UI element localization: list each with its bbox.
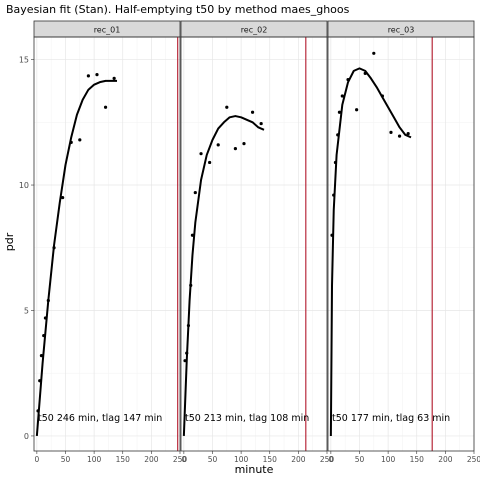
x-tick-label: 50 [355,455,365,464]
data-point [191,234,194,237]
data-point [336,133,339,136]
x-tick-label: 100 [87,455,102,464]
data-point [87,74,90,77]
x-tick-label: 0 [34,455,39,464]
data-point [42,334,45,337]
data-point [338,111,341,114]
x-tick-label: 0 [328,455,333,464]
x-tick-label: 0 [181,455,186,464]
data-point [185,352,188,355]
data-point [187,324,190,327]
x-tick-label: 200 [144,455,159,464]
data-point [44,316,47,319]
x-tick-label: 150 [116,455,131,464]
data-point [242,142,245,145]
data-point [113,77,116,80]
data-point [330,234,333,237]
x-tick-label: 200 [438,455,453,464]
data-point [355,108,358,111]
x-tick-label: 50 [208,455,218,464]
data-point [52,246,55,249]
data-point [251,111,254,114]
data-point [364,72,367,75]
facet-strip-label: rec_01 [94,26,121,35]
data-point [40,354,43,357]
chart-title: Bayesian fit (Stan). Half-emptying t50 b… [6,3,350,16]
x-tick-label: 100 [381,455,396,464]
data-point [389,131,392,134]
x-tick-label: 150 [410,455,425,464]
x-tick-label: 100 [234,455,249,464]
y-tick-label: 5 [24,306,29,315]
data-point [381,94,384,97]
data-point [398,135,401,138]
panel-annotation: t50 246 min, tlag 147 min [38,413,162,424]
x-tick-label: 250 [467,455,480,464]
data-point [104,106,107,109]
data-point [208,161,211,164]
data-point [234,147,237,150]
data-point [217,143,220,146]
data-point [61,196,64,199]
data-point [332,193,335,196]
data-point [78,138,81,141]
data-point [47,299,50,302]
x-tick-label: 50 [61,455,71,464]
data-point [38,379,41,382]
y-axis-label: pdr [3,232,16,251]
facet-panel-rec_02: rec_02 t50 213 min, tlag 108 min 0 50 100 150… [181,21,334,464]
y-tick-label: 10 [19,181,29,190]
x-axis-label: minute [235,463,274,476]
data-point [189,284,192,287]
data-point [225,106,228,109]
data-point [95,73,98,76]
x-tick-label: 200 [291,455,306,464]
data-point [341,94,344,97]
data-point [70,141,73,144]
data-point [407,132,410,135]
data-point [346,78,349,81]
data-point [260,122,263,125]
panel-background [181,37,327,451]
data-point [199,152,202,155]
facet-strip-label: rec_03 [388,26,415,35]
facet-panel-rec_03: rec_03 t50 177 min, tlag 63 min 0 50 100 150 2… [328,21,480,464]
y-tick-label: 0 [24,432,29,441]
y-tick-label: 15 [19,56,29,65]
facet-strip-label: rec_02 [241,26,268,35]
data-point [372,52,375,55]
data-point [194,191,197,194]
panel-annotation: t50 177 min, tlag 63 min [332,413,450,424]
panel-background [328,37,474,451]
panel-annotation: t50 213 min, tlag 108 min [185,413,309,424]
panel-background [34,37,180,451]
data-point [183,359,186,362]
x-tick-label: 150 [263,455,278,464]
data-point [334,161,337,164]
